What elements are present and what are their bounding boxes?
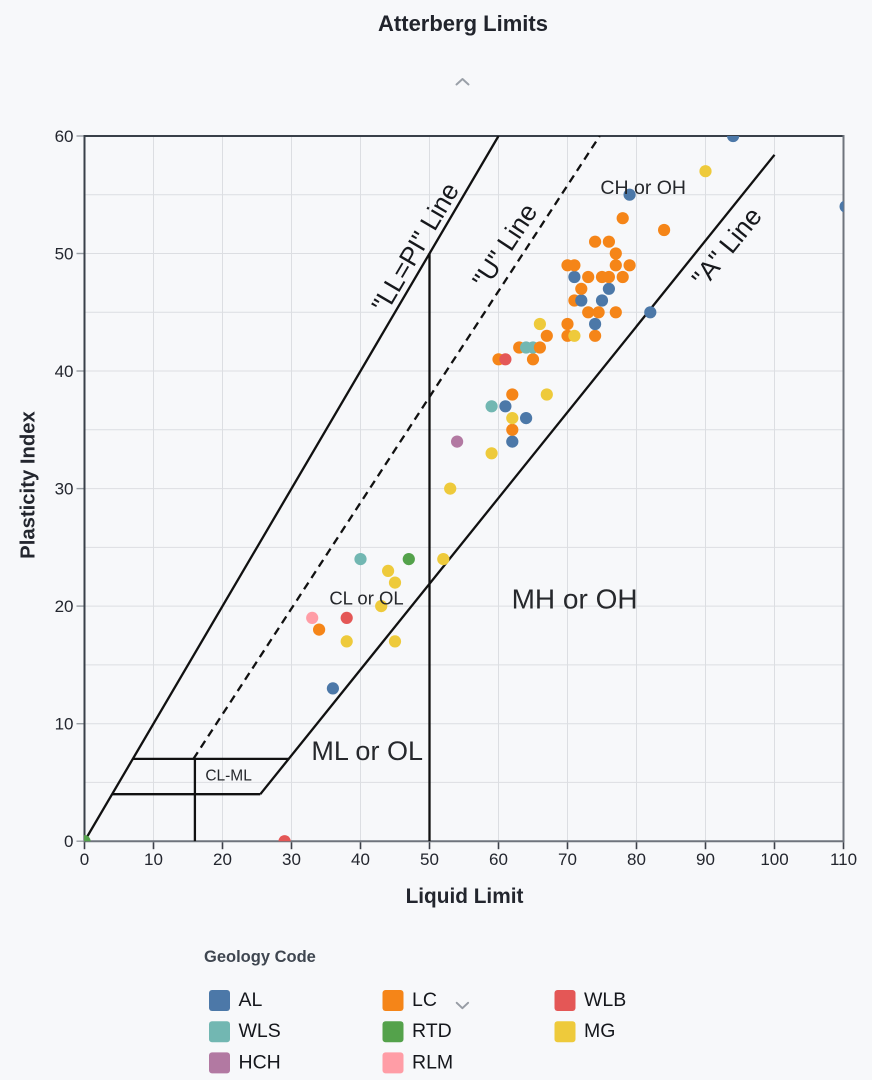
svg-text:50: 50 — [55, 245, 74, 264]
svg-text:20: 20 — [213, 850, 232, 869]
svg-text:0: 0 — [80, 850, 89, 869]
svg-text:HCH: HCH — [239, 1051, 281, 1073]
svg-text:20: 20 — [55, 597, 74, 616]
svg-text:90: 90 — [696, 850, 715, 869]
svg-text:10: 10 — [55, 715, 74, 734]
svg-text:60: 60 — [489, 850, 508, 869]
svg-text:WLS: WLS — [239, 1020, 281, 1042]
svg-text:40: 40 — [55, 362, 74, 381]
svg-text:CH or OH: CH or OH — [600, 177, 686, 199]
svg-text:CL-ML: CL-ML — [205, 768, 252, 785]
svg-text:LC: LC — [412, 989, 437, 1011]
svg-text:ML or OL: ML or OL — [311, 736, 423, 766]
svg-text:40: 40 — [351, 850, 370, 869]
svg-text:0: 0 — [64, 832, 73, 851]
svg-text:Plasticity Index: Plasticity Index — [18, 410, 40, 558]
svg-text:60: 60 — [55, 127, 74, 146]
svg-text:Liquid Limit: Liquid Limit — [406, 885, 524, 908]
svg-text:50: 50 — [420, 850, 439, 869]
svg-text:Atterberg Limits: Atterberg Limits — [378, 11, 548, 36]
svg-text:30: 30 — [282, 850, 301, 869]
svg-text:MG: MG — [584, 1020, 615, 1042]
svg-text:80: 80 — [627, 850, 646, 869]
svg-text:AL: AL — [239, 989, 263, 1011]
svg-text:RLM: RLM — [412, 1051, 453, 1073]
svg-text:70: 70 — [558, 850, 577, 869]
svg-text:RTD: RTD — [412, 1020, 452, 1042]
svg-text:CL or OL: CL or OL — [329, 588, 403, 609]
svg-text:10: 10 — [144, 850, 163, 869]
svg-text:MH or OH: MH or OH — [512, 584, 638, 615]
svg-text:100: 100 — [760, 850, 788, 869]
svg-text:110: 110 — [830, 850, 857, 869]
svg-text:Geology Code: Geology Code — [204, 948, 316, 966]
svg-text:WLB: WLB — [584, 989, 626, 1011]
svg-text:30: 30 — [55, 480, 74, 499]
